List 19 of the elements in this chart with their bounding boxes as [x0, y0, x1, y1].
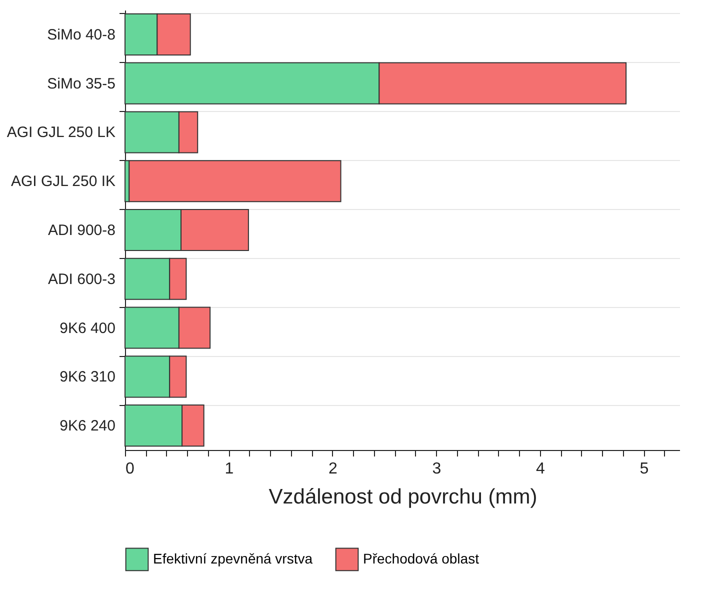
y-tick-label: 9K6 400 [60, 320, 116, 337]
x-tick-label: 3 [432, 460, 442, 478]
y-tick-label: 9K6 240 [60, 418, 116, 435]
y-tick-label: AGI GJL 250 IK [11, 173, 116, 190]
y-tick-label: ADI 900-8 [48, 222, 116, 239]
x-tick-label: 0 [126, 460, 134, 478]
x-tick-label: 4 [536, 460, 545, 478]
legend-label: Efektivní zpevněná vrstva [153, 550, 313, 566]
y-tick-label: 9K6 310 [60, 368, 116, 386]
y-tick-label: SiMo 40-8 [47, 26, 116, 44]
y-tick-label: ADI 600-3 [48, 270, 116, 288]
x-tick-label: 2 [328, 460, 338, 478]
legend-label: Přechodová oblast [363, 550, 480, 566]
bar [128, 160, 342, 202]
y-tick-label: SiMo 35-5 [47, 75, 116, 92]
x-tick-label: 1 [224, 460, 234, 478]
x-tick-label: 5 [640, 460, 649, 478]
x-axis-title: Vzdálenost od povrchu (mm) [268, 486, 538, 508]
y-tick-label: AGI GJL 250 LK [6, 124, 116, 142]
